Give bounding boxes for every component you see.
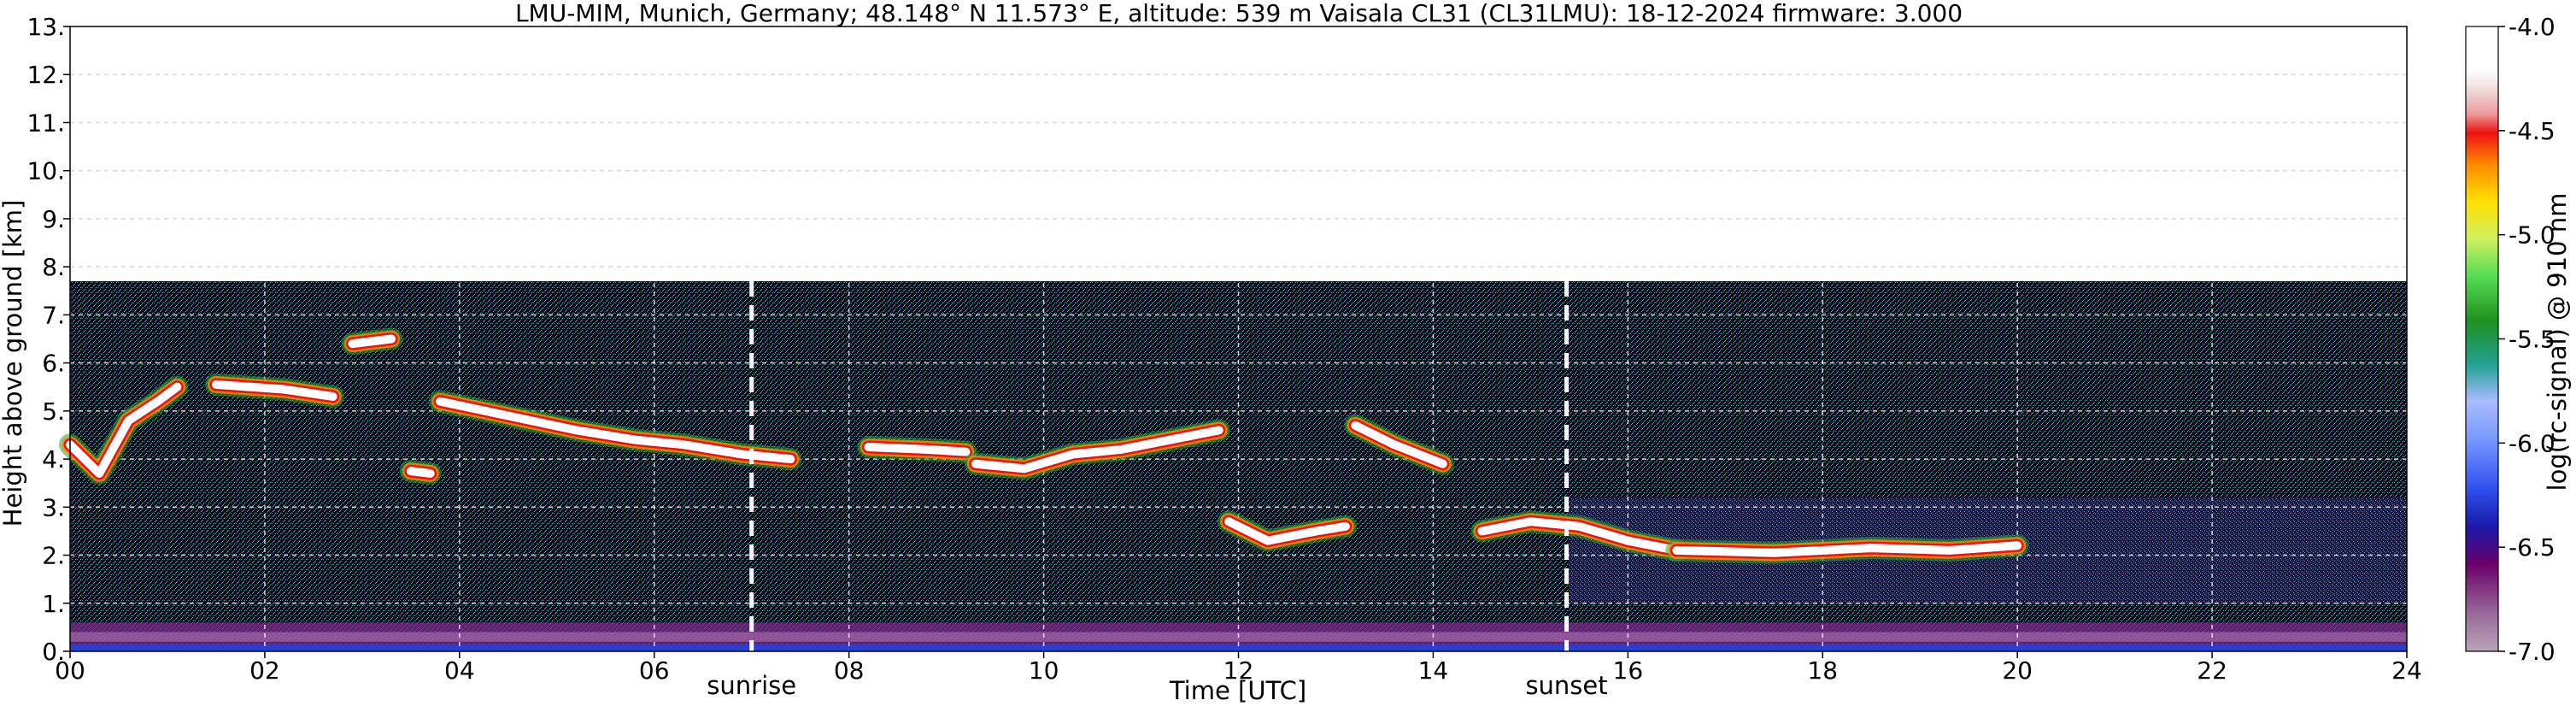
x-tick-label: 12 — [1223, 656, 1254, 685]
cloud-layer — [211, 379, 337, 401]
cloud-layers — [59, 327, 2029, 564]
cloud-layer — [436, 397, 795, 464]
event-markers: sunrise sunset — [707, 281, 1608, 700]
x-tick-label: 04 — [444, 656, 475, 685]
heatmap-ground-band — [70, 644, 2407, 651]
y-axis-ticks: 0. 1. 2. 3. 4. 5. 6. 7. 8. 9. 10. 11. 12. 13. — [26, 13, 70, 666]
x-tick-label: 20 — [2002, 656, 2033, 685]
cloud-layer — [66, 382, 182, 478]
grid-lines — [70, 26, 2407, 651]
colorbar-ticks: -4.0 -4.5 -5.0 -5.5 -6.0 -6.5 -7.0 — [2498, 13, 2555, 666]
y-tick-label: 4. — [42, 445, 65, 474]
x-tick-label: 16 — [1613, 656, 1644, 685]
x-tick-label: 18 — [1807, 656, 1838, 685]
chart-title: LMU-MIM, Munich, Germany; 48.148° N 11.5… — [515, 0, 1963, 27]
y-tick-label: 8. — [42, 253, 65, 281]
x-tick-label: 10 — [1029, 656, 1059, 685]
y-tick-label: 13. — [26, 13, 65, 41]
colorbar-tick-label: -7.0 — [2509, 638, 2555, 666]
colorbar-tick-label: -6.5 — [2509, 533, 2555, 562]
event-label: sunrise — [707, 671, 796, 700]
x-tick-label: 22 — [2197, 656, 2227, 685]
colorbar-tick-label: -4.0 — [2509, 13, 2555, 41]
x-tick-label: 00 — [55, 656, 85, 685]
x-tick-label: 06 — [639, 656, 670, 685]
x-tick-label: 08 — [834, 656, 865, 685]
y-tick-label: 0. — [42, 638, 65, 666]
y-axis-label: Height above ground [km] — [0, 200, 27, 527]
y-tick-label: 5. — [42, 397, 65, 426]
cloud-layer — [864, 443, 971, 456]
cloud-layer — [1672, 541, 2022, 557]
y-tick-label: 7. — [42, 301, 65, 329]
cloud-layer — [1224, 517, 1350, 545]
cloud-layer — [406, 467, 435, 478]
colorbar-tick-label: -6.0 — [2509, 429, 2555, 457]
y-tick-label: 10. — [26, 157, 65, 185]
y-tick-label: 6. — [42, 350, 65, 378]
colorbar-label: log(rc-signal) @ 910 nm — [2543, 193, 2572, 491]
cloud-layer — [1477, 517, 1681, 555]
x-tick-label: 14 — [1418, 656, 1449, 685]
y-tick-label: 3. — [42, 493, 65, 521]
colorbar-tick-label: -5.0 — [2509, 221, 2555, 250]
x-axis-ticks: 00 02 04 06 08 10 12 14 16 18 20 22 24 — [55, 651, 2422, 685]
y-tick-label: 12. — [26, 61, 65, 89]
colorbar-tick-label: -4.5 — [2509, 117, 2555, 145]
cloud-layer — [348, 334, 396, 349]
x-tick-label: 24 — [2391, 656, 2422, 685]
event-label: sunset — [1525, 671, 1607, 700]
y-tick-label: 1. — [42, 590, 65, 618]
colorbar-tick-label: -5.5 — [2509, 326, 2555, 354]
cloud-layer — [971, 426, 1223, 474]
y-tick-label: 11. — [26, 109, 65, 137]
colorbar — [2465, 26, 2499, 652]
y-tick-label: 9. — [42, 205, 65, 233]
x-tick-label: 02 — [249, 656, 280, 685]
y-tick-label: 2. — [42, 542, 65, 570]
x-axis-label: Time [UTC] — [1169, 676, 1306, 705]
cloud-layer — [1351, 421, 1447, 468]
